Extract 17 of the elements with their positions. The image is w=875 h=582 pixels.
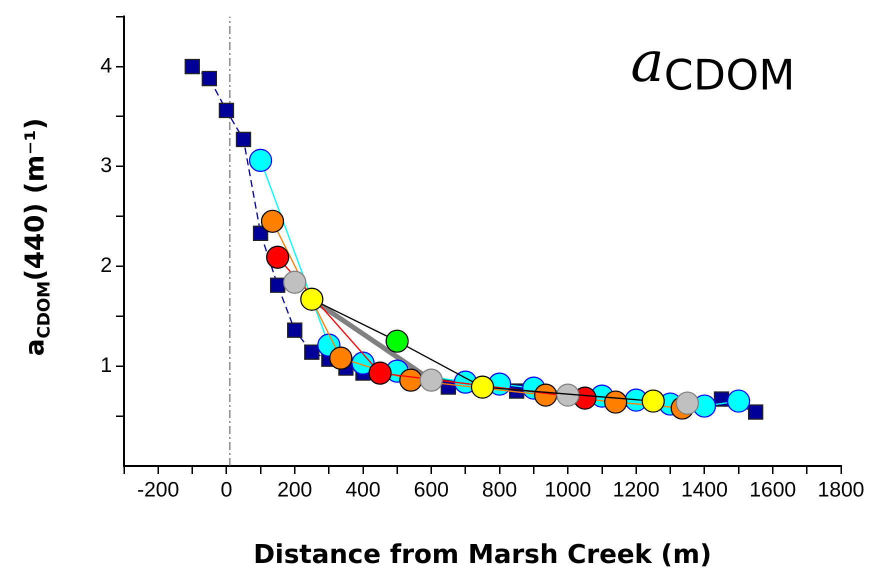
- y-tick-label: 1: [100, 354, 112, 377]
- y-tick-label: 4: [100, 54, 112, 78]
- x-tick-label: 400: [345, 478, 381, 502]
- x-axis-title: Distance from Marsh Creek (m): [252, 540, 713, 570]
- x-tick-label: 0: [220, 478, 232, 502]
- x-tick-label: 800: [482, 478, 518, 502]
- x-tick-label: 1600: [749, 478, 796, 502]
- x-tick-label: 1000: [544, 478, 592, 502]
- y-tick-label: 2: [100, 254, 112, 278]
- x-tick-label: 600: [414, 478, 449, 502]
- x-tick-label: 200: [277, 478, 312, 502]
- x-tick-label: 1400: [681, 478, 728, 502]
- x-tick-label: 1200: [612, 478, 660, 502]
- x-tick-label: -200: [137, 478, 180, 502]
- x-tick-label: 1800: [818, 478, 864, 502]
- annotation: a$_{CDOM}$: [630, 30, 795, 100]
- y-tick-label: 3: [100, 154, 112, 178]
